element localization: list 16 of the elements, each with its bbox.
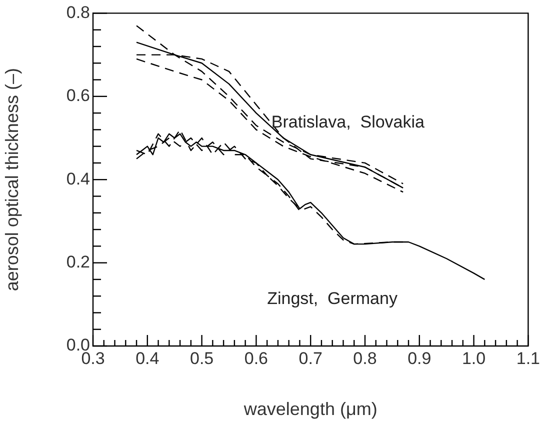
x-tick-label: 0.5 xyxy=(190,348,214,368)
x-tick-label: 0.4 xyxy=(136,348,160,368)
annotation: Zingst, Germany xyxy=(267,289,398,308)
y-axis-title: aerosol optical thickness (–) xyxy=(2,68,22,292)
x-tick-label: 1.0 xyxy=(462,348,486,368)
x-tick-label: 0.8 xyxy=(353,348,377,368)
y-tick-label: 0.4 xyxy=(66,169,90,188)
y-tick-label: 0.6 xyxy=(66,86,90,106)
x-tick-label: 1.1 xyxy=(516,348,540,368)
x-tick-label: 0.6 xyxy=(244,348,268,368)
x-tick-label: 0.9 xyxy=(408,348,432,368)
y-tick-label: 0.2 xyxy=(66,252,90,272)
annotation: Bratislava, Slovakia xyxy=(271,112,426,132)
x-axis-title: wavelength (μm) xyxy=(242,399,378,420)
x-tick-label: 0.7 xyxy=(298,348,322,368)
y-tick-label: 0.8 xyxy=(66,2,90,22)
